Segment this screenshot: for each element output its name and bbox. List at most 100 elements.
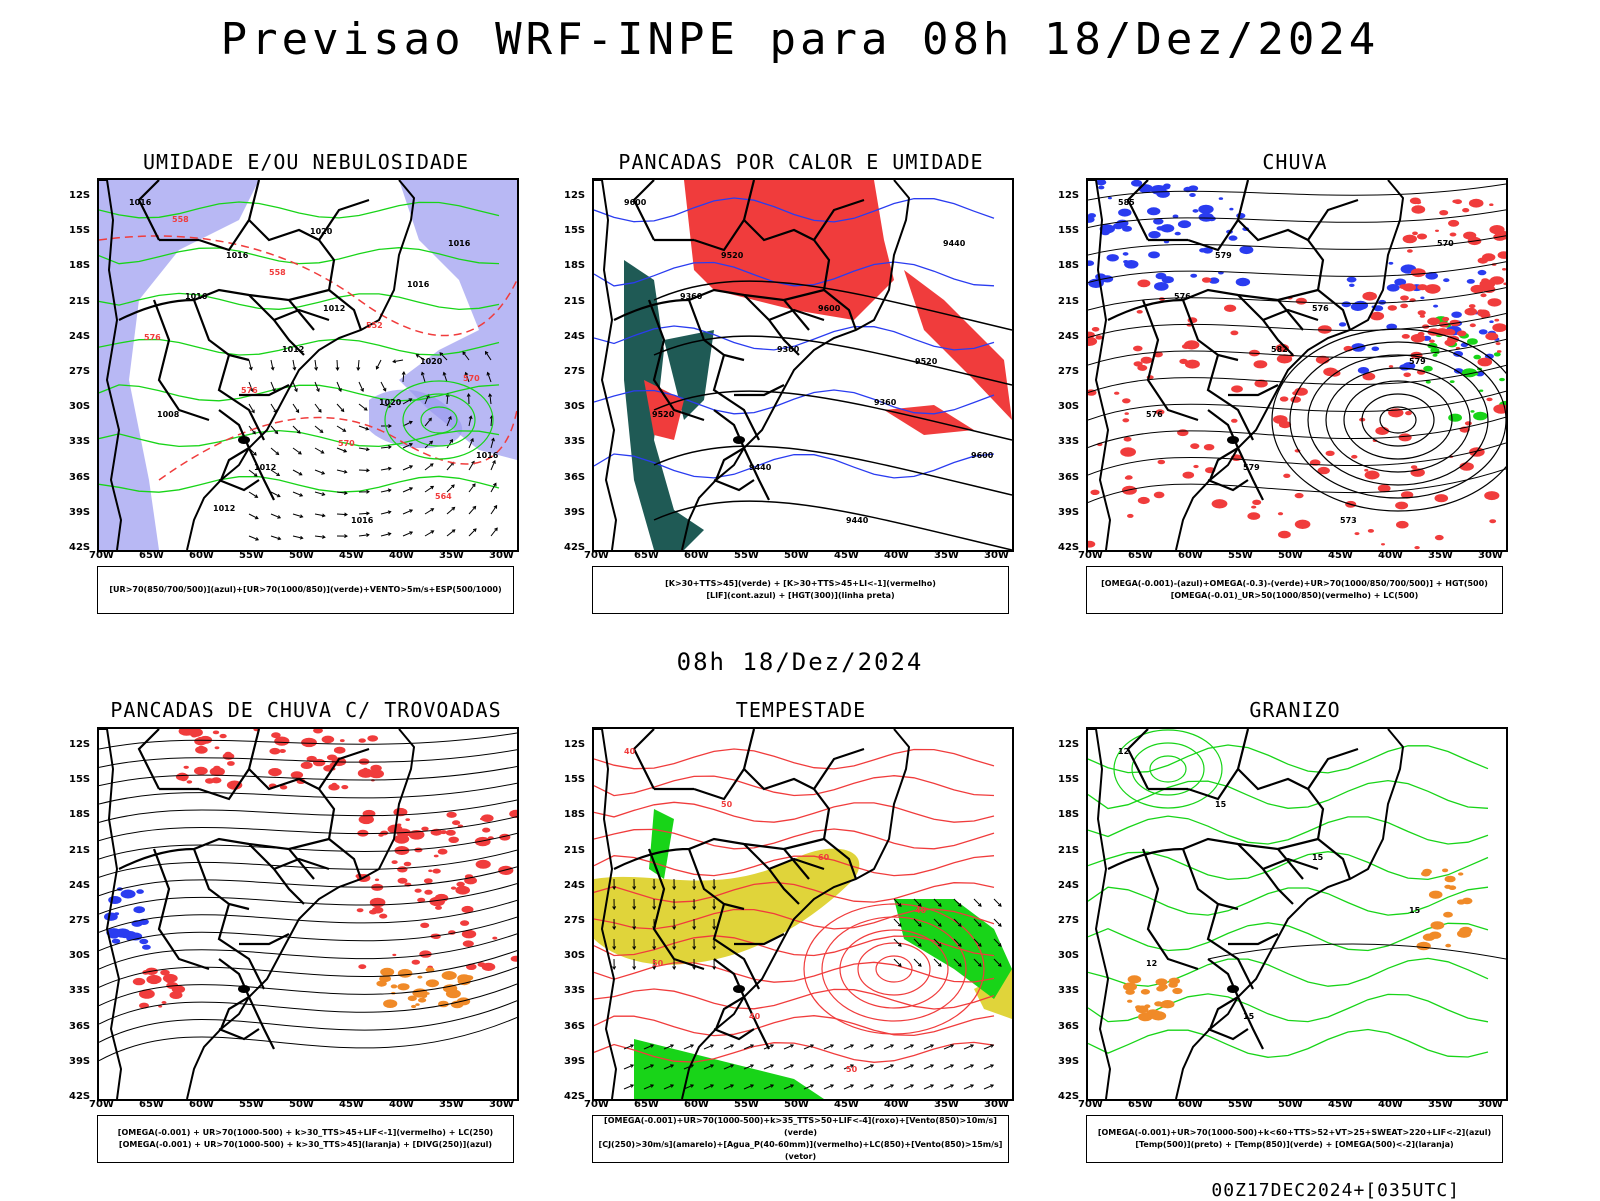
latitude-tick-label: 36S bbox=[1058, 472, 1079, 483]
latitude-tick-label: 27S bbox=[69, 366, 90, 377]
thunderstorm-red-area bbox=[451, 887, 456, 890]
contour-label: 582 bbox=[1271, 345, 1288, 354]
omega-blue-area bbox=[1101, 230, 1110, 235]
latitude-tick-label: 18S bbox=[564, 809, 585, 820]
contour-label: 1016 bbox=[226, 251, 249, 260]
longitude-tick-label: 30W bbox=[1478, 1099, 1503, 1110]
panel-legend: [OMEGA(-0.001)+UR>70(1000-500)+k>35_TTS>… bbox=[592, 1115, 1009, 1163]
divergence-blue-area bbox=[108, 896, 121, 904]
latitude-tick-label: 39S bbox=[564, 507, 585, 518]
omega-blue-area bbox=[1178, 220, 1191, 228]
omega-blue-area bbox=[1148, 251, 1160, 258]
thunderstorm-red-area bbox=[448, 837, 459, 843]
thunderstorm-red-area bbox=[412, 960, 420, 965]
contour-label: 1012 bbox=[282, 345, 304, 354]
thunderstorm-orange-area bbox=[383, 999, 397, 1008]
omega-red-area bbox=[1326, 451, 1335, 456]
longitude-tick-label: 45W bbox=[1328, 550, 1353, 561]
latitude-tick-label: 27S bbox=[564, 915, 585, 926]
omega-red-area bbox=[1489, 225, 1504, 234]
latitude-tick-label: 24S bbox=[564, 331, 585, 342]
contour-label: 1016 bbox=[407, 280, 430, 289]
omega500-orange-area bbox=[1127, 1000, 1132, 1003]
state-border bbox=[249, 220, 319, 240]
longitude-tick-label: 65W bbox=[139, 1099, 164, 1110]
omega500-orange-area bbox=[1156, 978, 1168, 985]
omega-green-area bbox=[1470, 410, 1474, 413]
omega-red-area bbox=[1231, 385, 1243, 392]
omega-red-area bbox=[1278, 512, 1283, 515]
omega-red-area bbox=[1414, 546, 1419, 549]
omega-red-area bbox=[1114, 392, 1119, 395]
streamline-850 bbox=[594, 1016, 994, 1036]
run-time-footer: 00Z17DEC2024+[035UTC] bbox=[1211, 1180, 1460, 1201]
streamline-250 bbox=[99, 1017, 517, 1060]
thunderstorm-red-area bbox=[481, 814, 494, 822]
contour-label: 552 bbox=[366, 321, 383, 330]
lagoon bbox=[1227, 436, 1239, 444]
longitude-tick-label: 30W bbox=[489, 550, 514, 561]
omega-blue-area bbox=[1153, 218, 1163, 224]
omega-red-area bbox=[1457, 331, 1467, 337]
omega-blue-area bbox=[1420, 297, 1424, 300]
omega500-orange-area bbox=[1444, 885, 1451, 889]
state-border bbox=[1188, 180, 1248, 250]
omega-red-area bbox=[1418, 310, 1426, 315]
latitude-tick-label: 30S bbox=[69, 401, 90, 412]
latitude-tick-label: 27S bbox=[564, 366, 585, 377]
omega-red-area bbox=[1251, 506, 1256, 509]
omega-red-area bbox=[1417, 284, 1427, 290]
omega-red-area bbox=[1435, 494, 1449, 502]
latitude-tick-label: 36S bbox=[1058, 1021, 1079, 1032]
wind-vector bbox=[914, 959, 921, 966]
thunderstorm-red-area bbox=[369, 769, 384, 778]
longitude-tick-label: 40W bbox=[884, 1099, 909, 1110]
contour-label: 9600 bbox=[818, 304, 841, 313]
omega500-orange-area bbox=[1125, 989, 1135, 995]
lagoon bbox=[1227, 985, 1239, 993]
omega-green-area bbox=[1473, 355, 1481, 360]
divergence-blue-area bbox=[115, 928, 131, 937]
thunderstorm-orange-area bbox=[397, 983, 409, 990]
hgt500-contour bbox=[1088, 262, 1506, 283]
latitude-tick-label: 39S bbox=[69, 507, 90, 518]
thunderstorm-red-area bbox=[375, 879, 379, 882]
latitude-tick-label: 12S bbox=[1058, 739, 1079, 750]
latitude-tick-label: 42S bbox=[564, 1091, 585, 1102]
omega-red-area bbox=[1279, 421, 1291, 428]
omega-blue-area bbox=[1107, 254, 1119, 261]
omega-blue-area bbox=[1199, 248, 1206, 252]
thunderstorm-red-area bbox=[421, 827, 428, 831]
contour-label: 570 bbox=[1437, 239, 1454, 248]
omega500-orange-area bbox=[1151, 1011, 1167, 1020]
latitude-tick-label: 24S bbox=[1058, 331, 1079, 342]
omega-red-area bbox=[1125, 412, 1129, 415]
contour-label: 15 bbox=[1312, 853, 1324, 862]
latitude-tick-label: 39S bbox=[69, 1056, 90, 1067]
thunderstorm-orange-area bbox=[408, 996, 417, 1002]
wind-vector bbox=[337, 404, 344, 411]
latitude-tick-label: 33S bbox=[69, 985, 90, 996]
thunderstorm-red-area bbox=[187, 780, 193, 783]
divergence-blue-area bbox=[104, 913, 118, 921]
omega-red-area bbox=[1230, 331, 1238, 336]
wind-vector bbox=[315, 404, 321, 412]
omega500-orange-area bbox=[1462, 898, 1473, 905]
state-border bbox=[734, 385, 784, 395]
omega-red-area bbox=[1469, 199, 1484, 208]
contour-label: 570 bbox=[338, 439, 355, 448]
omega-red-area bbox=[1429, 340, 1435, 343]
coastline bbox=[1088, 729, 1403, 1099]
low-level-humidity-contour bbox=[99, 476, 499, 492]
omega-red-area bbox=[1389, 365, 1393, 368]
contour-label: 558 bbox=[172, 215, 189, 224]
thunderstorm-red-area bbox=[220, 734, 227, 738]
thunderstorm-red-area bbox=[195, 746, 208, 754]
thunderstorm-orange-area bbox=[391, 984, 398, 988]
omega-red-area bbox=[1183, 472, 1195, 479]
contour-label: 1016 bbox=[448, 239, 471, 248]
omega-red-area bbox=[1489, 519, 1496, 523]
latitude-tick-label: 36S bbox=[564, 1021, 585, 1032]
latitude-tick-label: 12S bbox=[564, 190, 585, 201]
omega-red-area bbox=[1295, 520, 1311, 529]
